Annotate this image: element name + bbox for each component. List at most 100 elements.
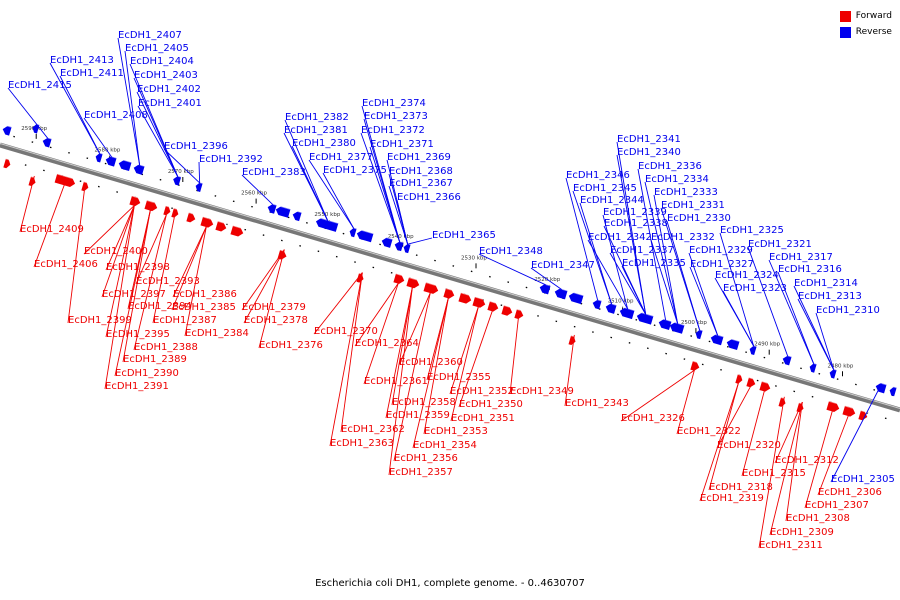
forward-gene-arrow[interactable]	[200, 216, 215, 229]
gene-label[interactable]: EcDH1_2408	[84, 110, 148, 121]
gene-label[interactable]: EcDH1_2320	[717, 440, 781, 451]
gene-label[interactable]: EcDH1_2378	[244, 315, 308, 326]
gene-label[interactable]: EcDH1_2355	[427, 372, 491, 383]
reverse-gene-arrow[interactable]	[348, 226, 357, 238]
reverse-gene-arrow[interactable]	[568, 290, 584, 305]
reverse-gene-arrow[interactable]	[725, 337, 740, 351]
reverse-gene-arrow[interactable]	[808, 361, 817, 373]
gene-label[interactable]: EcDH1_2321	[748, 239, 812, 250]
gene-label[interactable]: EcDH1_2393	[136, 276, 200, 287]
gene-label[interactable]: EcDH1_2356	[394, 453, 458, 464]
gene-label[interactable]: EcDH1_2380	[292, 138, 356, 149]
gene-label[interactable]: EcDH1_2323	[723, 283, 787, 294]
reverse-gene-arrow[interactable]	[393, 239, 404, 252]
gene-label[interactable]: EcDH1_2357	[389, 467, 453, 478]
reverse-gene-arrow[interactable]	[553, 286, 568, 300]
gene-label[interactable]: EcDH1_2350	[459, 399, 523, 410]
gene-label[interactable]: EcDH1_2362	[341, 424, 405, 435]
reverse-gene-arrow[interactable]	[194, 180, 203, 192]
reverse-gene-arrow[interactable]	[275, 204, 291, 218]
gene-label[interactable]: EcDH1_2413	[50, 55, 114, 66]
gene-label[interactable]: EcDH1_2331	[661, 200, 725, 211]
gene-label[interactable]: EcDH1_2346	[566, 170, 630, 181]
gene-label[interactable]: EcDH1_2407	[118, 30, 182, 41]
gene-label[interactable]: EcDH1_2309	[770, 527, 834, 538]
gene-label[interactable]: EcDH1_2312	[775, 455, 839, 466]
reverse-gene-arrow[interactable]	[781, 353, 792, 366]
gene-label[interactable]: EcDH1_2345	[573, 183, 637, 194]
forward-gene-arrow[interactable]	[842, 405, 857, 418]
reverse-gene-arrow[interactable]	[266, 202, 277, 214]
gene-label[interactable]: EcDH1_2327	[690, 259, 754, 270]
reverse-gene-arrow[interactable]	[117, 158, 132, 171]
forward-gene-arrow[interactable]	[81, 181, 90, 192]
reverse-gene-arrow[interactable]	[172, 174, 182, 186]
gene-label[interactable]: EcDH1_2377	[309, 152, 373, 163]
gene-label[interactable]: EcDH1_2361	[364, 376, 428, 387]
gene-label[interactable]: EcDH1_2383	[242, 167, 306, 178]
gene-label[interactable]: EcDH1_2385	[172, 302, 236, 313]
gene-label[interactable]: EcDH1_2387	[153, 315, 217, 326]
reverse-gene-arrow[interactable]	[636, 310, 654, 325]
gene-label[interactable]: EcDH1_2325	[720, 225, 784, 236]
reverse-gene-arrow[interactable]	[888, 385, 897, 397]
gene-label[interactable]: EcDH1_2415	[8, 80, 72, 91]
forward-gene-arrow[interactable]	[129, 195, 142, 207]
gene-label[interactable]: EcDH1_2399	[68, 315, 132, 326]
gene-label[interactable]: EcDH1_2352	[450, 386, 514, 397]
gene-label[interactable]: EcDH1_2364	[355, 338, 419, 349]
forward-gene-arrow[interactable]	[443, 287, 456, 299]
gene-label[interactable]: EcDH1_2379	[242, 302, 306, 313]
gene-label[interactable]: EcDH1_2402	[137, 84, 201, 95]
gene-label[interactable]: EcDH1_2363	[330, 438, 394, 449]
gene-label[interactable]: EcDH1_2322	[677, 426, 741, 437]
gene-label[interactable]: EcDH1_2344	[580, 195, 644, 206]
gene-label[interactable]: EcDH1_2329	[689, 245, 753, 256]
gene-label[interactable]: EcDH1_2330	[667, 213, 731, 224]
gene-label[interactable]: EcDH1_2382	[285, 112, 349, 123]
gene-label[interactable]: EcDH1_2366	[397, 192, 461, 203]
gene-label[interactable]: EcDH1_2394	[128, 301, 192, 312]
gene-label[interactable]: EcDH1_2381	[284, 125, 348, 136]
gene-label[interactable]: EcDH1_2347	[531, 260, 595, 271]
gene-label[interactable]: EcDH1_2336	[638, 161, 702, 172]
gene-label[interactable]: EcDH1_2405	[125, 43, 189, 54]
gene-label[interactable]: EcDH1_2337	[610, 245, 674, 256]
reverse-gene-arrow[interactable]	[104, 154, 117, 167]
gene-label[interactable]: EcDH1_2384	[185, 328, 249, 339]
gene-label[interactable]: EcDH1_2371	[370, 139, 434, 150]
reverse-gene-arrow[interactable]	[380, 235, 393, 248]
reverse-gene-arrow[interactable]	[748, 344, 757, 356]
reverse-gene-arrow[interactable]	[604, 301, 617, 314]
gene-label[interactable]: EcDH1_2370	[314, 326, 378, 337]
reverse-gene-arrow[interactable]	[591, 297, 602, 310]
gene-label[interactable]: EcDH1_2374	[362, 98, 426, 109]
gene-label[interactable]: EcDH1_2372	[361, 125, 425, 136]
reverse-gene-arrow[interactable]	[356, 228, 374, 243]
forward-gene-arrow[interactable]	[472, 296, 487, 309]
reverse-gene-arrow[interactable]	[94, 151, 103, 163]
gene-label[interactable]: EcDH1_2386	[173, 289, 237, 300]
gene-label[interactable]: EcDH1_2403	[134, 70, 198, 81]
forward-gene-arrow[interactable]	[215, 220, 228, 232]
forward-gene-arrow[interactable]	[144, 199, 159, 212]
gene-label[interactable]: EcDH1_2332	[651, 232, 715, 243]
gene-label[interactable]: EcDH1_2390	[115, 368, 179, 379]
reverse-gene-arrow[interactable]	[291, 209, 302, 222]
forward-gene-arrow[interactable]	[514, 308, 525, 320]
gene-label[interactable]: EcDH1_2365	[432, 230, 496, 241]
forward-gene-arrow[interactable]	[186, 211, 197, 224]
gene-label[interactable]: EcDH1_2342	[588, 232, 652, 243]
gene-label[interactable]: EcDH1_2348	[479, 246, 543, 257]
gene-label[interactable]: EcDH1_2334	[645, 174, 709, 185]
gene-label[interactable]: EcDH1_2369	[387, 152, 451, 163]
gene-label[interactable]: EcDH1_2326	[621, 413, 685, 424]
gene-label[interactable]: EcDH1_2319	[700, 493, 764, 504]
gene-label[interactable]: EcDH1_2360	[399, 357, 463, 368]
gene-label[interactable]: EcDH1_2397	[102, 289, 166, 300]
forward-gene-arrow[interactable]	[406, 276, 421, 289]
gene-label[interactable]: EcDH1_2314	[794, 278, 858, 289]
gene-label[interactable]: EcDH1_2349	[510, 386, 574, 397]
gene-label[interactable]: EcDH1_2313	[798, 291, 862, 302]
gene-label[interactable]: EcDH1_2318	[709, 482, 773, 493]
